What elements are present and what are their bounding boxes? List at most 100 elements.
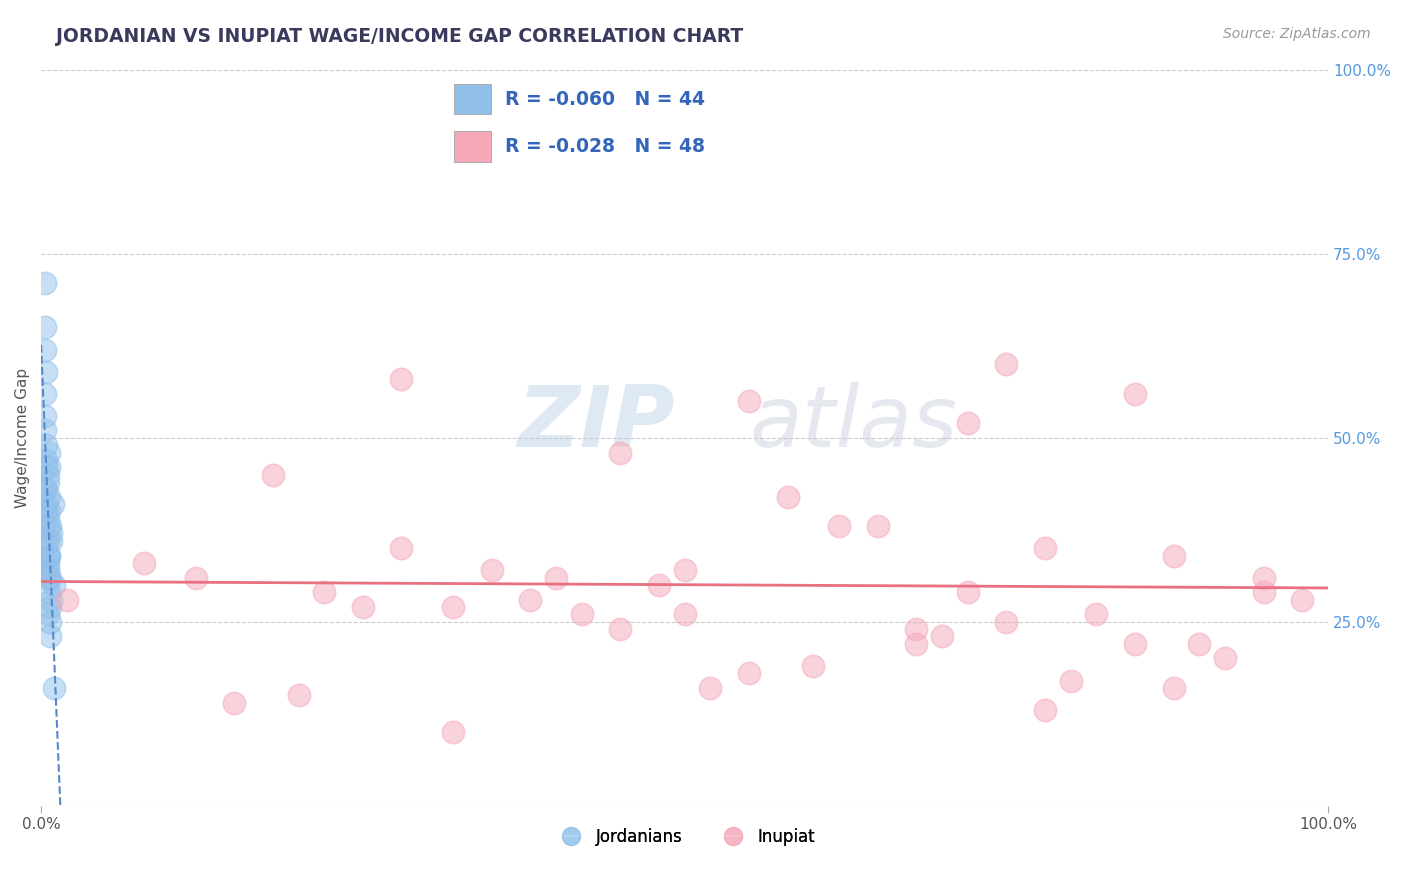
Point <box>41 592 63 607</box>
Point <box>37 533 59 548</box>
Point <box>801 658 824 673</box>
Y-axis label: Wage/Income Gap: Wage/Income Gap <box>15 368 30 508</box>
Point <box>38 490 60 504</box>
Point <box>1123 637 1146 651</box>
Point <box>34 277 56 291</box>
Text: R = -0.060   N = 44: R = -0.060 N = 44 <box>505 89 704 109</box>
Point <box>648 578 671 592</box>
Point <box>34 424 56 438</box>
Point <box>314 585 336 599</box>
Point <box>41 533 63 548</box>
Point <box>34 409 56 423</box>
Point <box>673 607 696 622</box>
Point <box>1033 541 1056 556</box>
Point <box>34 343 56 357</box>
Point <box>38 445 60 459</box>
Point <box>42 578 65 592</box>
Point <box>1033 703 1056 717</box>
Point <box>35 438 58 452</box>
Point <box>738 394 761 409</box>
Point <box>41 497 63 511</box>
Point <box>38 549 60 563</box>
Point <box>738 666 761 681</box>
Point <box>35 533 58 548</box>
Point <box>37 556 59 570</box>
Point <box>699 681 721 695</box>
Text: JORDANIAN VS INUPIAT WAGE/INCOME GAP CORRELATION CHART: JORDANIAN VS INUPIAT WAGE/INCOME GAP COR… <box>56 27 744 45</box>
Point <box>38 585 60 599</box>
Point <box>673 563 696 577</box>
Point <box>39 615 62 629</box>
Text: atlas: atlas <box>749 382 957 465</box>
Point <box>1253 571 1275 585</box>
Point <box>1085 607 1108 622</box>
Point <box>352 599 374 614</box>
Point <box>42 681 65 695</box>
Point <box>39 519 62 533</box>
Point <box>37 571 59 585</box>
Point <box>1060 673 1083 688</box>
Point <box>1291 592 1313 607</box>
Point <box>441 599 464 614</box>
Point <box>262 467 284 482</box>
Point <box>39 571 62 585</box>
Point <box>1163 549 1185 563</box>
Legend: Jordanians, Inupiat: Jordanians, Inupiat <box>547 822 823 853</box>
Point <box>35 483 58 497</box>
Point <box>776 490 799 504</box>
Point <box>35 497 58 511</box>
Point <box>995 615 1018 629</box>
Point <box>39 599 62 614</box>
Point <box>34 320 56 334</box>
Point <box>38 504 60 518</box>
Point <box>1188 637 1211 651</box>
Point <box>956 585 979 599</box>
Point <box>56 592 79 607</box>
Point <box>609 445 631 459</box>
Point <box>37 519 59 533</box>
Point <box>1123 386 1146 401</box>
Point <box>995 357 1018 371</box>
Text: ZIP: ZIP <box>517 382 675 465</box>
Point <box>544 571 567 585</box>
Point <box>37 475 59 489</box>
Point <box>37 467 59 482</box>
Point <box>38 460 60 475</box>
Point <box>37 607 59 622</box>
Point <box>224 696 246 710</box>
Point <box>519 592 541 607</box>
Point <box>956 416 979 430</box>
Point <box>37 563 59 577</box>
Point <box>287 688 309 702</box>
Point <box>37 563 59 577</box>
FancyBboxPatch shape <box>454 84 491 114</box>
Point <box>441 725 464 739</box>
Point <box>866 519 889 533</box>
FancyBboxPatch shape <box>454 131 491 161</box>
Point <box>481 563 503 577</box>
Point <box>132 556 155 570</box>
Point <box>39 629 62 643</box>
Point <box>609 622 631 636</box>
Point <box>37 549 59 563</box>
Point <box>828 519 851 533</box>
Point <box>35 460 58 475</box>
Point <box>1213 651 1236 665</box>
Point <box>34 386 56 401</box>
Point <box>38 549 60 563</box>
Point <box>391 372 413 386</box>
Point <box>35 365 58 379</box>
Point <box>1253 585 1275 599</box>
Text: Source: ZipAtlas.com: Source: ZipAtlas.com <box>1223 27 1371 41</box>
Point <box>931 629 953 643</box>
Point <box>41 526 63 541</box>
Point <box>905 637 928 651</box>
Point <box>905 622 928 636</box>
Point <box>571 607 593 622</box>
Point <box>37 512 59 526</box>
Point <box>35 453 58 467</box>
Point <box>34 483 56 497</box>
Point <box>184 571 207 585</box>
Point <box>1163 681 1185 695</box>
Point <box>391 541 413 556</box>
